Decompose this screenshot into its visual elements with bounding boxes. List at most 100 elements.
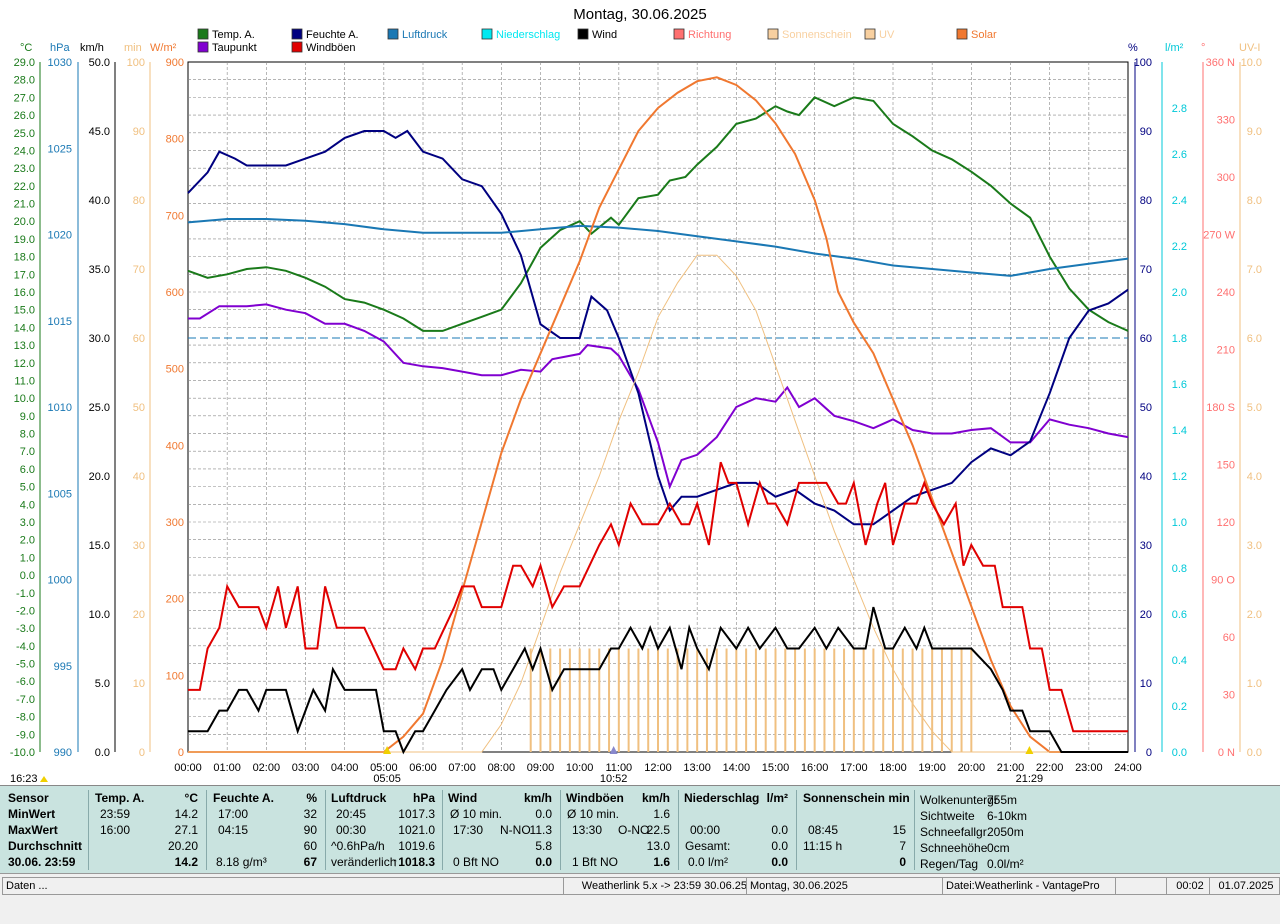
cell: 16:00: [100, 823, 131, 837]
legend-label: Wind: [592, 29, 617, 41]
x-tick-label: 15:00: [762, 762, 790, 774]
status-file: Datei:Weatherlink - VantagePro: [942, 877, 1117, 895]
axis-tick-direction: 210: [1217, 345, 1235, 357]
row-label: MinWert: [8, 807, 56, 821]
axis-tick-wind: 15.0: [89, 540, 110, 552]
x-tick-label: 19:00: [918, 762, 946, 774]
cell: 1.6: [653, 855, 670, 869]
status-blank: [1115, 877, 1168, 895]
table-divider: [442, 790, 443, 870]
time-marker: [1025, 746, 1034, 754]
table-divider: [914, 790, 915, 870]
axis-tick-sun: 90: [133, 126, 145, 138]
table-divider: [560, 790, 561, 870]
row-label: Durchschnitt: [8, 839, 83, 853]
axis-tick-wind: 10.0: [89, 609, 110, 621]
weather-chart: Montag, 30.06.2025 00:00 01:00 02:00 03:00 0…: [10, 6, 1262, 785]
axis-tick-temp: -1.0: [16, 588, 35, 600]
axis-tick-temp: 14.0: [14, 322, 35, 334]
cell: 17:30: [453, 823, 484, 837]
cell: 22.5: [646, 823, 670, 837]
x-tick-label: 10:00: [566, 762, 594, 774]
series-line-temp-a-: [187, 96, 1129, 332]
cell: veränderlich: [331, 855, 397, 869]
axis-tick-solar: 0: [178, 747, 184, 759]
axis-tick-sun: 60: [133, 333, 145, 345]
axis-tick-solar: 300: [166, 517, 184, 529]
axis-tick-rain: 0.6: [1172, 609, 1187, 621]
axis-tick-uv: 1.0: [1247, 678, 1262, 690]
legend-swatch: [956, 28, 968, 40]
axis-tick-uv: 4.0: [1247, 471, 1262, 483]
time-marker-label: 10:52: [600, 773, 628, 785]
axis-tick-pressure: 1015: [48, 316, 72, 328]
series-line-uv: [188, 254, 1128, 753]
col-unit: hPa: [412, 791, 435, 805]
axis-tick-rain: 1.6: [1172, 379, 1187, 391]
cell: 23:59: [100, 807, 131, 821]
col-header: Wind: [448, 791, 478, 805]
col-unit: km/h: [523, 791, 552, 805]
cell: 17:00: [218, 807, 249, 821]
cell: 11.3: [529, 823, 552, 837]
legend-label: Solar: [971, 29, 997, 41]
cell: 1.6: [653, 807, 670, 821]
x-tick-label: 17:00: [840, 762, 868, 774]
axis-tick-direction: 120: [1217, 517, 1235, 529]
axis-tick-solar: 800: [166, 134, 184, 146]
x-tick-label: 22:00: [1036, 762, 1064, 774]
axis-tick-wind: 40.0: [89, 195, 110, 207]
axis-tick-rain: 2.8: [1172, 103, 1187, 115]
legend-label: Sonnenschein: [782, 29, 852, 41]
legend-label: Luftdruck: [402, 29, 448, 41]
axis-tick-temp: 23.0: [14, 163, 35, 175]
x-tick-label: 18:00: [879, 762, 907, 774]
cell: 0 Bft NO: [453, 855, 500, 869]
x-tick-label: 21:00: [997, 762, 1025, 774]
col-unit: %: [306, 791, 317, 805]
axis-tick-temp: -3.0: [16, 623, 35, 635]
table-divider: [796, 790, 797, 870]
series-line-windb-en: [188, 461, 1128, 733]
x-tick-label: 24:00: [1114, 762, 1142, 774]
extra-value: 2050m: [987, 825, 1024, 839]
axis-tick-temp: 24.0: [14, 145, 35, 157]
series-line-luftdruck: [187, 218, 1129, 277]
axis-unit: km/h: [80, 42, 104, 54]
axis-tick-temp: 5.0: [20, 482, 35, 494]
axis-tick-solar: 200: [166, 594, 184, 606]
axis-tick-temp: 8.0: [20, 429, 35, 441]
extra-label: Sichtweite: [920, 809, 975, 823]
axis-tick-wind: 45.0: [89, 126, 110, 138]
extra-value: 6-10km: [987, 809, 1028, 823]
legend-swatch: [767, 28, 779, 40]
axis-tick-pressure: 1025: [48, 143, 72, 155]
legend-label: Feuchte A.: [306, 29, 359, 41]
extra-label: Wolkenuntergr: [920, 793, 998, 807]
axis-tick-rain: 2.4: [1172, 195, 1187, 207]
axis-tick-rain: 1.4: [1172, 425, 1187, 437]
axis-tick-temp: 21.0: [14, 199, 35, 211]
cell: 13:30: [572, 823, 603, 837]
x-tick-label: 07:00: [448, 762, 476, 774]
legend-swatch: [291, 41, 303, 53]
legend-label: Richtung: [688, 29, 731, 41]
cell: 0.0 l/m²: [688, 855, 729, 869]
table-divider: [325, 790, 326, 870]
cell: 15: [892, 823, 906, 837]
legend-swatch: [864, 28, 876, 40]
axis-tick-humidity: 70: [1140, 264, 1152, 276]
x-tick-label: 20:00: [958, 762, 986, 774]
time-marker-label: 21:29: [1016, 773, 1044, 785]
legend-swatch: [197, 28, 209, 40]
axis-tick-direction: 30: [1223, 690, 1235, 702]
axis-tick-solar: 600: [166, 287, 184, 299]
x-tick-label: 12:00: [644, 762, 672, 774]
axis-tick-wind: 50.0: [89, 57, 110, 69]
time-marker: [383, 746, 392, 754]
axis-tick-pressure: 1000: [48, 575, 72, 587]
axis-unit: hPa: [50, 42, 70, 54]
legend-swatch: [291, 28, 303, 40]
axis-tick-temp: 11.0: [14, 375, 35, 387]
axis-tick-humidity: 100: [1134, 57, 1152, 69]
